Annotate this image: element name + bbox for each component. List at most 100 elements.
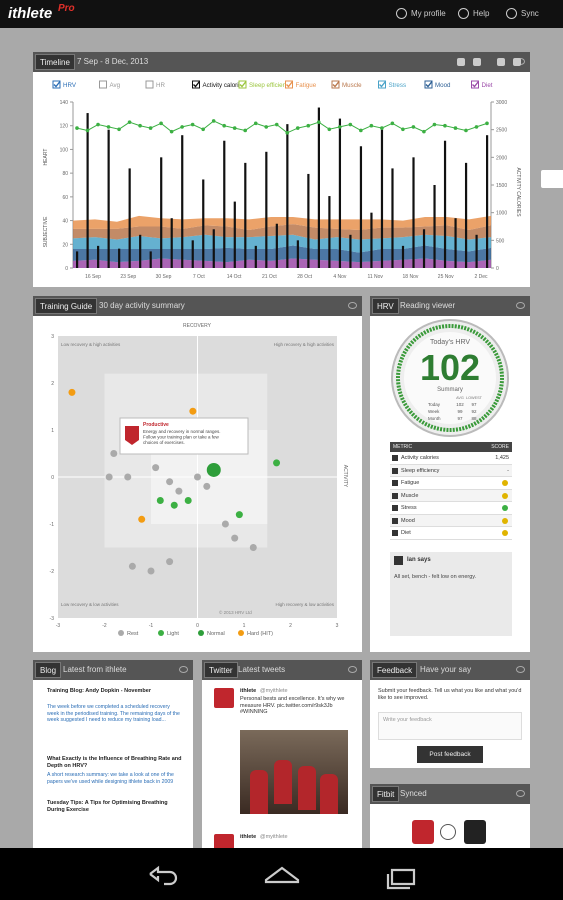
calorie-bar — [296, 240, 299, 268]
feedback-input[interactable]: Write your feedback — [378, 712, 522, 740]
header-icon[interactable] — [497, 58, 505, 66]
panel-tab[interactable]: Training Guide — [35, 298, 98, 314]
panel-subtitle: Have your say — [420, 665, 472, 674]
x-tick-label: 1 — [243, 623, 246, 629]
activity-point — [175, 487, 183, 495]
activity-point — [273, 459, 281, 467]
metric-name: Sleep efficiency — [401, 467, 440, 474]
feedback-panel: Feedback Have your say Submit your feedbac… — [370, 660, 530, 768]
stacked-area — [73, 215, 491, 231]
summary-cell: Week — [428, 409, 440, 414]
photo-figure — [274, 760, 292, 804]
panel-tab[interactable]: Twitter — [204, 662, 238, 678]
y-tick-label: 0 — [51, 475, 54, 481]
nav-link[interactable]: Sync — [521, 9, 539, 18]
legend-check — [239, 81, 247, 88]
nav-icon[interactable] — [506, 8, 517, 19]
legend-swatch — [158, 630, 164, 636]
panel-tab[interactable]: Fitbit — [372, 786, 400, 802]
nav-link[interactable]: My profile — [411, 9, 446, 18]
calorie-bar — [286, 124, 289, 268]
y-tick-label: 3 — [51, 334, 54, 340]
metric-name: Muscle — [401, 492, 419, 499]
panel-tab[interactable]: HRV — [372, 298, 399, 314]
panel-eye-icon[interactable] — [516, 790, 525, 797]
side-tool-button[interactable] — [541, 170, 563, 188]
x-tick-label: 3 — [336, 623, 339, 629]
panel-tab[interactable]: Blog — [35, 662, 62, 678]
hrv-point — [106, 125, 111, 129]
calorie-bar — [128, 168, 131, 268]
x-tick-label: 4 Nov — [333, 274, 347, 280]
blog-post-title[interactable]: Training Blog: Andy Dopkin - November — [47, 688, 151, 694]
panel-tab[interactable]: Timeline — [35, 54, 75, 70]
metric-header-cell: METRIC — [393, 444, 413, 450]
nav-link[interactable]: Help — [473, 9, 490, 18]
blog-post-title[interactable]: Tuesday Tips: A Tips for Optimising Brea… — [47, 800, 168, 813]
summary-cell: Today — [428, 402, 441, 407]
header-icon[interactable] — [513, 58, 521, 66]
metric-icon — [392, 480, 398, 486]
panel-eye-icon[interactable] — [348, 302, 357, 309]
panel-eye-icon[interactable] — [516, 666, 525, 673]
nav-icon[interactable] — [458, 8, 469, 19]
panel-eye-icon[interactable] — [516, 302, 525, 309]
summary-header: AVG — [456, 396, 464, 400]
legend-label: Hard (HIT) — [247, 631, 273, 637]
tweet-user: ithlete — [240, 834, 257, 840]
y-axis-label: RECOVERY — [183, 323, 212, 329]
tooltip-text-line: Energy and recovery in normal ranges. — [143, 429, 221, 434]
hrv-point — [201, 127, 205, 132]
metric-row: Sleep efficiency - — [390, 464, 512, 477]
hrv-point — [253, 121, 258, 126]
blog-post-title[interactable]: What Exactly is the Influence of Breathi… — [47, 756, 182, 769]
x-tick-label: -1 — [149, 623, 154, 629]
calorie-bar — [118, 248, 121, 268]
hrv-point — [75, 126, 79, 130]
calorie-bar — [223, 140, 226, 268]
calorie-bar — [464, 162, 468, 268]
activity-point — [166, 558, 174, 566]
header-icon[interactable] — [473, 58, 481, 66]
hrv-point — [222, 123, 226, 128]
recents-button[interactable] — [386, 868, 416, 890]
back-button[interactable] — [149, 865, 178, 886]
photo-figure — [320, 774, 338, 814]
tweet-text: Personal bests and excellence. It's why … — [240, 696, 345, 715]
legend-label: Sleep efficiency — [249, 82, 293, 89]
panel-eye-icon[interactable] — [179, 666, 188, 673]
hrv-panel: HRV Reading viewer Today's HRV 102 Summary AV… — [370, 296, 530, 652]
activity-point — [206, 462, 221, 477]
calorie-bar — [107, 129, 110, 268]
post-feedback-button[interactable]: Post feedback — [417, 746, 483, 763]
header-icon[interactable] — [457, 58, 465, 66]
legend-checkbox — [331, 80, 340, 89]
hrv-point — [190, 122, 195, 127]
x-tick-label: 16 Sep — [85, 274, 101, 280]
calorie-bar — [275, 223, 278, 268]
hrv-point — [390, 121, 395, 126]
activity-point — [138, 515, 146, 523]
legend-swatch — [238, 630, 244, 636]
activity-point — [235, 511, 243, 519]
activity-point — [203, 482, 211, 490]
tooltip-box — [119, 417, 249, 455]
panel-header: HRV Reading viewer — [370, 296, 530, 316]
calorie-bar — [486, 135, 489, 268]
panel-subtitle: Latest tweets — [238, 665, 286, 674]
quadrant-label: High recovery & low activities — [275, 602, 334, 607]
hrv-point — [117, 127, 121, 132]
x-tick-label: 28 Oct — [297, 274, 312, 280]
activity-point — [128, 562, 136, 570]
blog-post-excerpt: The week before we completed a scheduled… — [47, 704, 180, 723]
calorie-bar — [254, 245, 257, 268]
panel-header: Training Guide 30 day activity summary — [33, 296, 362, 316]
panel-eye-icon[interactable] — [348, 666, 357, 673]
summary-cell: Month — [428, 416, 441, 421]
calorie-bar — [475, 234, 478, 268]
nav-icon[interactable] — [396, 8, 407, 19]
home-button[interactable] — [264, 866, 300, 884]
panel-tab[interactable]: Feedback — [372, 662, 418, 678]
panel-subtitle: 30 day activity summary — [99, 301, 185, 310]
